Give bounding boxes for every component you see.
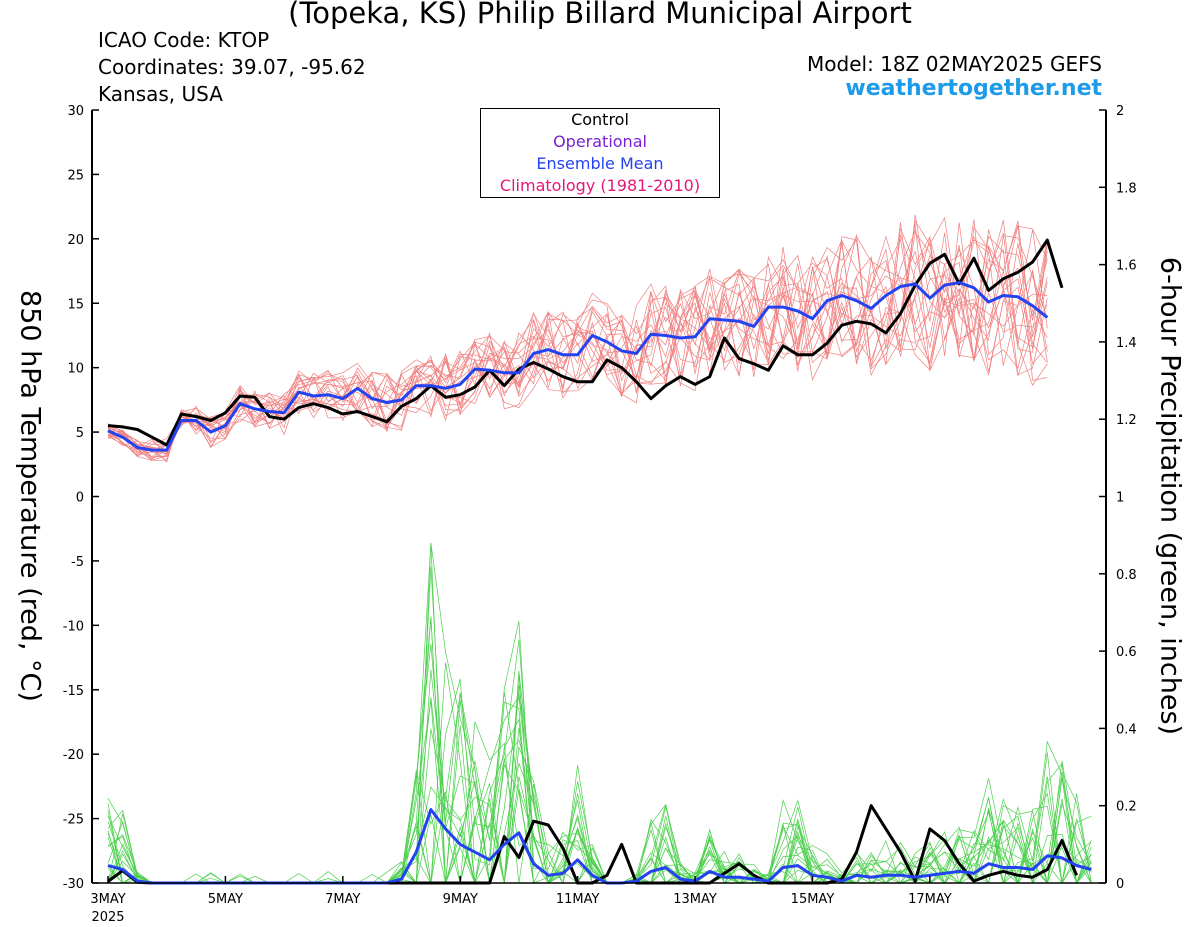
legend-operational: Operational [553,132,647,151]
precipitation-ensemble-members [107,542,1092,885]
legend-climatology: Climatology (1981-2010) [499,176,701,195]
precipitation-member-line [107,621,1092,884]
y-tick-label-right: 0.8 [1116,568,1137,583]
y-tick-label-right: 0 [1116,877,1124,892]
temperature-member-line [107,224,1048,453]
y-tick-label-left: 10 [67,362,84,377]
y-axis-label-right: 6-hour Precipitation (green, inches) [1154,256,1186,736]
y-axis-label-left: 850 hPa Temperature (red, °C) [14,290,46,702]
y-tick-label-left: -30 [63,877,84,892]
temperature-member-line [107,222,1048,451]
y-tick-label-left: 25 [67,168,84,183]
temperature-member-line [107,239,1048,455]
x-tick-label: 9MAY [443,892,478,907]
y-tick-label-left: -20 [63,748,84,763]
temperature-member-line [107,229,1048,445]
coordinates: Coordinates: 39.07, -95.62 [98,55,366,79]
x-tick-label: 15MAY [791,892,835,907]
precipitation-member-line [107,643,1092,884]
x-tick-label: 7MAY [325,892,360,907]
y-tick-label-left: -10 [63,619,84,634]
precipitation-member-line [107,697,1092,884]
model-run: Model: 18Z 02MAY2025 GEFS [807,52,1102,76]
y-tick-label-right: 0.2 [1116,800,1137,815]
temperature-member-line [107,220,1048,461]
chart-title: (Topeka, KS) Philip Billard Municipal Ai… [288,0,912,30]
temperature-member-line [107,219,1048,460]
ensemble-mean-temperature-line [107,281,1049,452]
y-tick-label-right: 1 [1116,491,1124,506]
y-tick-label-right: 1.6 [1116,259,1137,274]
precipitation-member-line [107,718,1092,884]
y-tick-label-right: 0.6 [1116,645,1137,660]
y-tick-label-right: 0.4 [1116,722,1137,737]
control-temperature-line [107,238,1064,447]
y-tick-label-left: 5 [76,426,84,441]
precipitation-member-line [107,616,1092,885]
precipitation-member-line [107,693,1092,884]
x-tick-label: 3MAY [90,892,125,907]
temperature-member-line [107,231,1048,461]
precipitation-member-line [107,670,1092,884]
y-tick-label-left: 30 [67,104,84,119]
precipitation-member-line [107,674,1092,884]
x-tick-label: 13MAY [673,892,717,907]
x-tick-label: 11MAY [556,892,600,907]
x-tick-label: 17MAY [908,892,952,907]
y-tick-label-left: -15 [63,684,84,699]
precipitation-member-line [107,700,1092,885]
chart-axes: 302520151050-5-10-15-20-25-3021.81.61.41… [63,104,1137,925]
precipitation-member-line [107,542,1092,885]
region: Kansas, USA [98,82,223,106]
temperature-member-line [107,234,1048,456]
y-tick-label-right: 1.8 [1116,181,1137,196]
legend-control: Control [571,110,629,129]
temperature-member-line [107,214,1048,458]
temperature-member-line [107,216,1048,463]
site-link[interactable]: weathertogether.net [845,76,1102,101]
precipitation-member-line [107,669,1092,885]
y-tick-label-right: 1.4 [1116,336,1137,351]
precipitation-member-line [107,542,1092,885]
precipitation-member-line [107,662,1092,884]
legend: Control Operational Ensemble Mean Climat… [480,108,720,198]
y-tick-label-right: 1.2 [1116,413,1137,428]
temperature-ensemble-members [107,214,1048,463]
precipitation-member-line [107,566,1092,884]
y-tick-label-left: 15 [67,297,84,312]
icao-code: ICAO Code: KTOP [98,28,270,52]
x-tick-label: 5MAY [208,892,243,907]
y-tick-label-left: 0 [76,491,84,506]
temperature-member-line [107,223,1048,455]
x-tick-sublabel: 2025 [91,910,124,925]
precipitation-member-line [107,616,1092,884]
y-tick-label-left: 20 [67,233,84,248]
precipitation-member-line [107,740,1092,884]
y-tick-label-left: -25 [63,813,84,828]
temperature-member-line [107,239,1048,461]
y-tick-label-right: 2 [1116,104,1124,119]
temperature-member-line [107,225,1048,454]
y-tick-label-left: -5 [71,555,84,570]
legend-ensemble-mean: Ensemble Mean [536,154,664,173]
precipitation-member-line [108,693,1092,884]
